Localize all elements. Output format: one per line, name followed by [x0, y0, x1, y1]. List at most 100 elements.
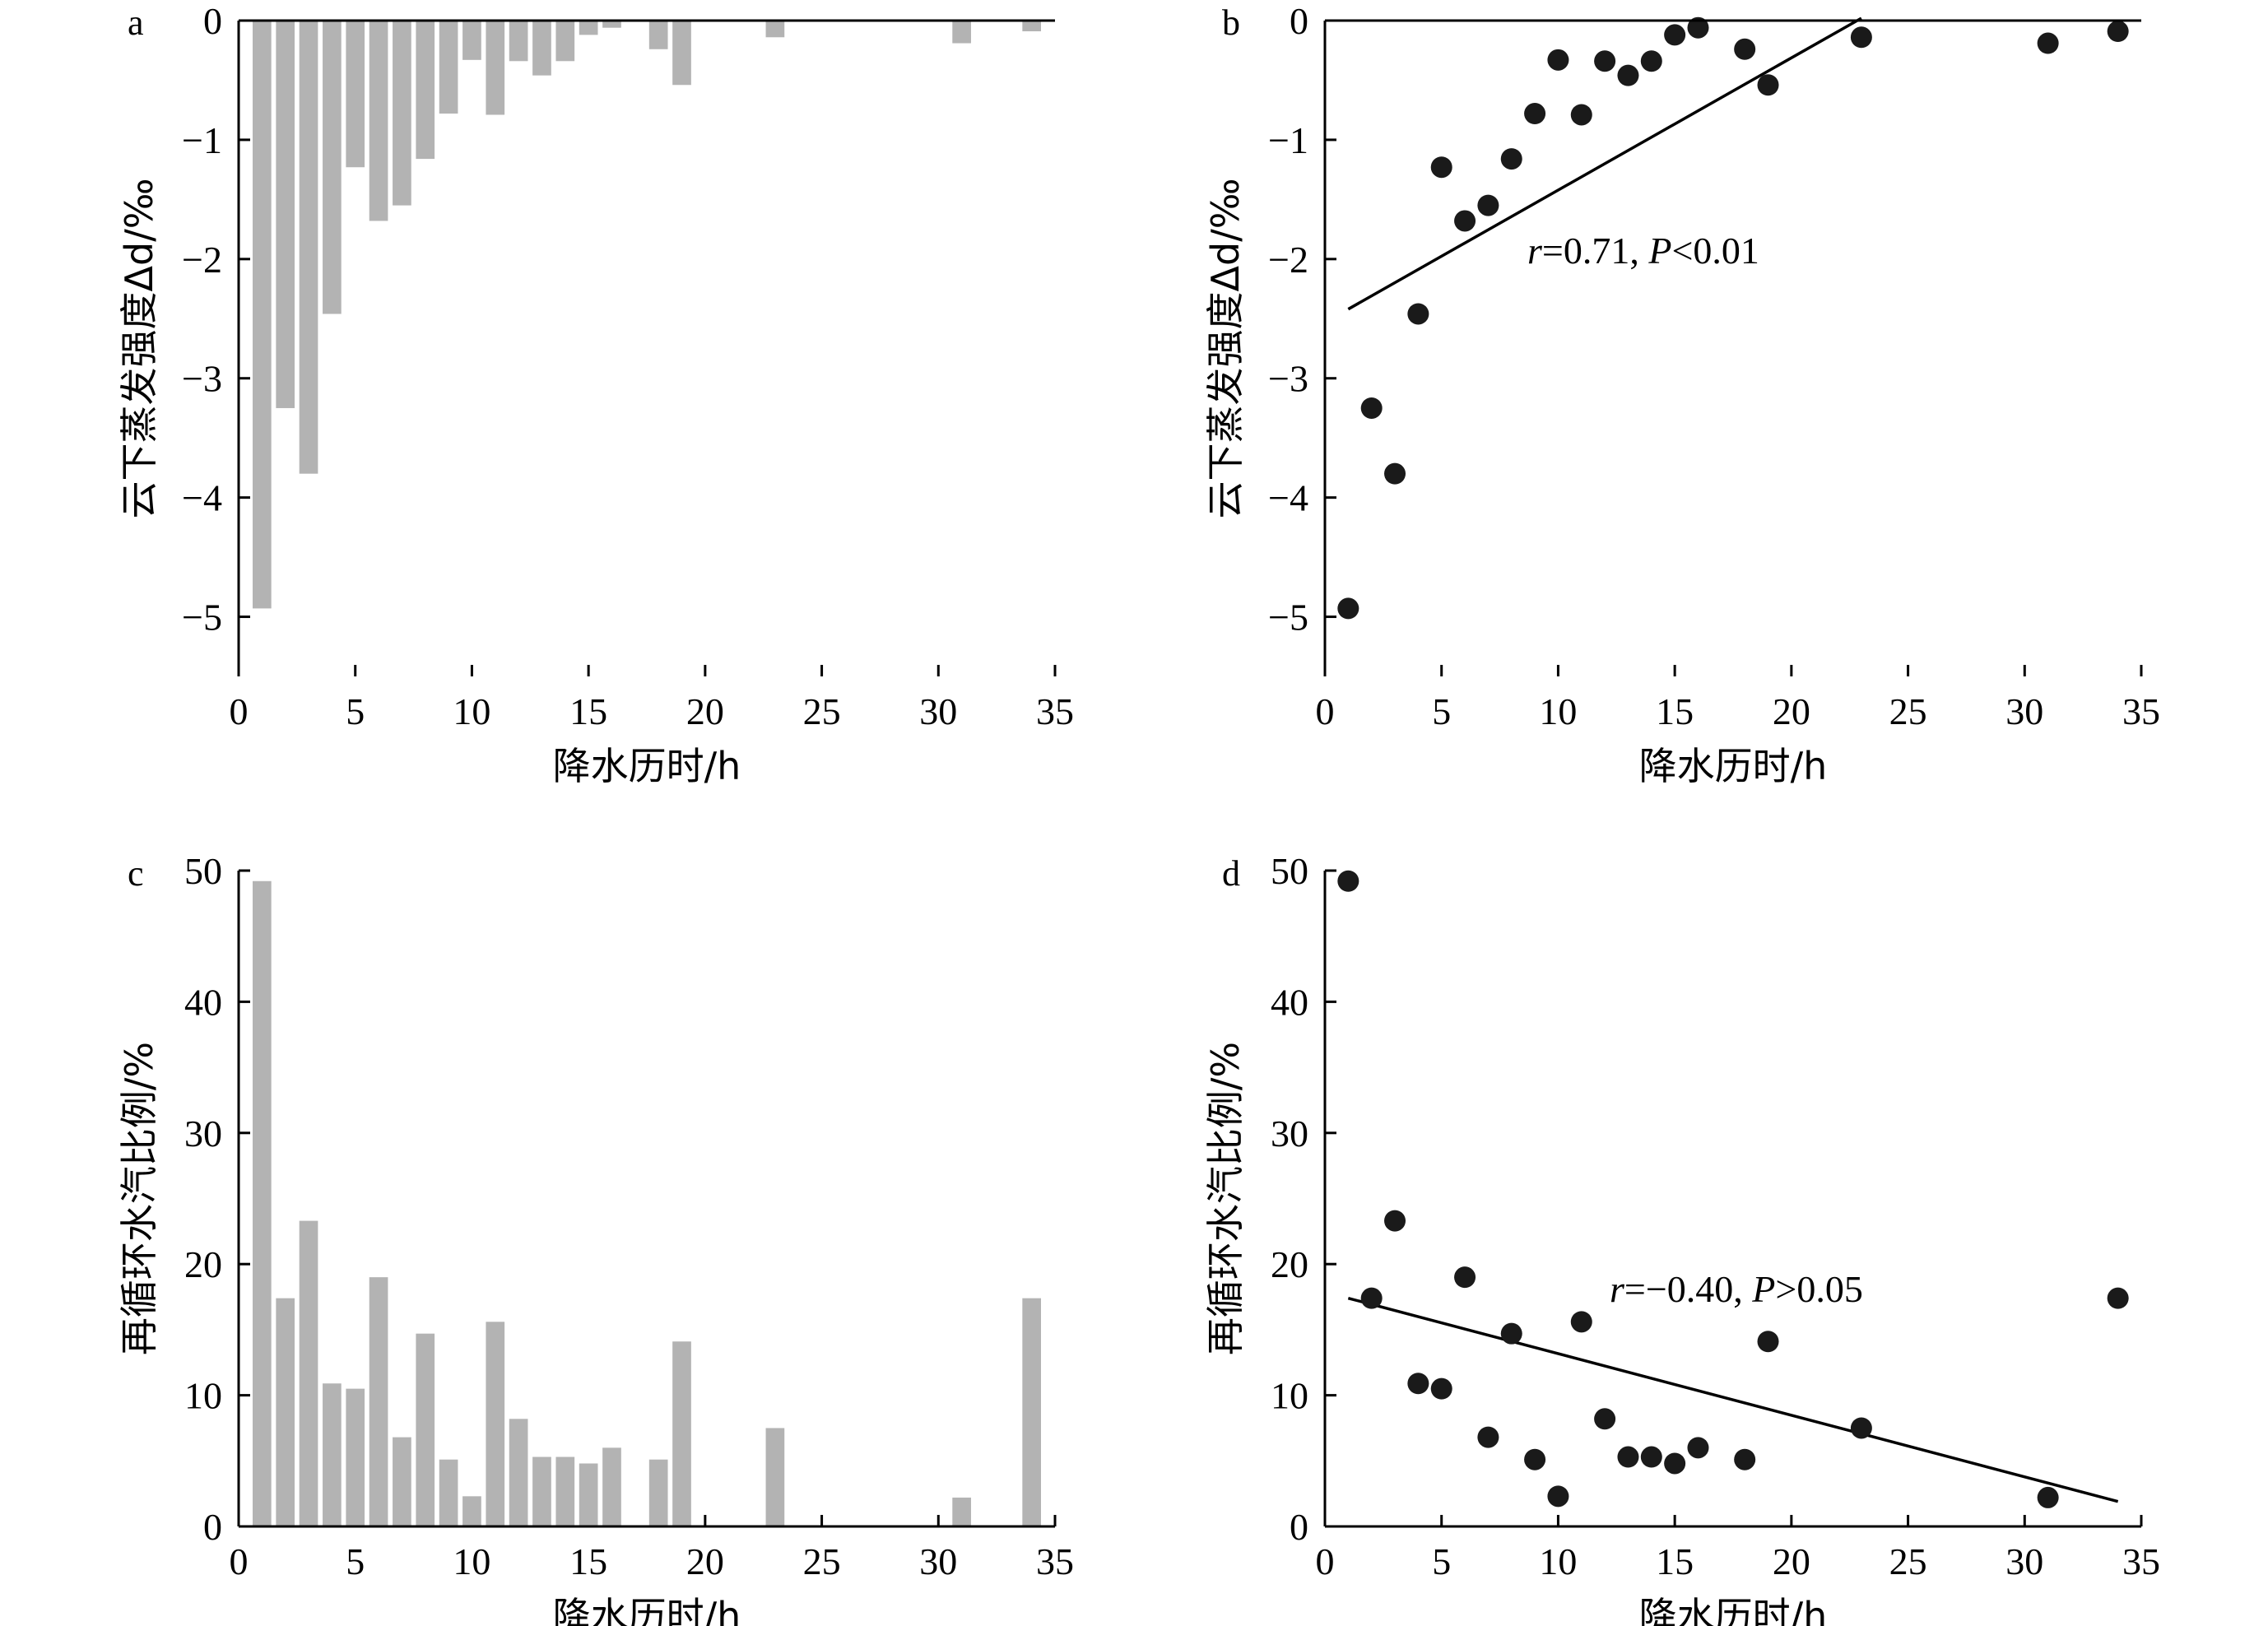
panel-d-data-point [1687, 1437, 1709, 1459]
panel-d-data-point [2037, 1486, 2059, 1508]
panel-d-data-point [1850, 1417, 1872, 1439]
panel-d-data-point [1594, 1408, 1616, 1430]
panel-a-bar [462, 21, 481, 60]
panel-c-bar [439, 1459, 458, 1526]
panel-d-y-tick-label: 50 [1271, 850, 1308, 892]
panel-a-bar [672, 21, 691, 86]
panel-d-data-point [1407, 1373, 1429, 1395]
panel-a-x-tick-label: 25 [803, 690, 841, 732]
panel-a-bar [602, 21, 621, 28]
panel-a-bar [555, 21, 575, 62]
panel-a-y-tick-label: −3 [182, 358, 222, 400]
panel-d-x-axis-title: 降水历时/h [1639, 1594, 1828, 1626]
panel-b-data-point [1384, 462, 1406, 485]
panel-d-data-point [1617, 1446, 1639, 1468]
panel-c-bar [765, 1428, 785, 1526]
panel-a-x-tick-label: 5 [346, 690, 365, 732]
panel-c-x-tick-label: 10 [453, 1540, 490, 1582]
panel-d-data-point [1360, 1287, 1383, 1309]
panel-d-y-tick-label: 30 [1271, 1113, 1308, 1154]
panel-c-bar [462, 1496, 481, 1526]
panel-a-bar [648, 21, 668, 49]
panel-a-y-axis-title: 云下蒸发强度Δd/‰ [117, 179, 161, 519]
panel-c-bar [369, 1277, 388, 1526]
panel-c-x-tick-label: 35 [1036, 1540, 1074, 1582]
panel-b-data-point [1547, 49, 1569, 71]
panel-b-annotation-p: P [1648, 230, 1671, 272]
panel-b-data-point [1524, 103, 1546, 125]
panel-d-data-point [1384, 1210, 1406, 1232]
panel-b-y-tick-label: 0 [1290, 0, 1308, 42]
panel-c-y-tick-label: 10 [184, 1375, 222, 1417]
panel-b-x-axis-title: 降水历时/h [1639, 744, 1828, 788]
panel-a-bar [369, 21, 388, 221]
panel-b-data-point [1360, 397, 1383, 419]
panel-a-x-tick-label: 35 [1036, 690, 1074, 732]
panel-d-fit-line [1347, 1296, 2119, 1503]
panel-a-bar [952, 21, 971, 44]
panel-d-data-point [1454, 1266, 1476, 1289]
panel-c-bar [323, 1383, 342, 1526]
panel-a-bar [579, 21, 598, 35]
panel-a-y-tick-label: −2 [182, 239, 222, 281]
panel-b-data-point [2107, 21, 2129, 43]
panel-d-data-point [1337, 870, 1359, 892]
panel-b-data-point [1617, 64, 1639, 86]
panel-b-y-tick-label: −2 [1268, 239, 1308, 281]
panel-d-x-tick-label: 20 [1773, 1540, 1810, 1582]
panel-c-y-axis-title: 再循环水汽比例/% [117, 1042, 161, 1355]
panel-c-x-tick-label: 20 [686, 1540, 724, 1582]
panel-d-correlation-annotation: r=−0.40, P>0.05 [1610, 1268, 1863, 1310]
panel-c-y-tick-label: 40 [184, 981, 222, 1023]
panel-d-annotation-threshold: >0.05 [1775, 1268, 1862, 1310]
panel-a-letter: a [128, 2, 144, 43]
panel-a-x-axis-title: 降水历时/h [553, 744, 741, 788]
panel-b-x-tick-label: 0 [1316, 690, 1335, 732]
panel-c-x-tick-label: 25 [803, 1540, 841, 1582]
panel-c-y-tick-label: 0 [203, 1506, 222, 1548]
panel-d-data-point [1500, 1322, 1522, 1345]
panel-a-bar [416, 21, 435, 160]
panel-d-x-tick-label: 30 [2005, 1540, 2043, 1582]
panel-b-y-tick-label: −3 [1268, 358, 1308, 400]
panel-c-bar [579, 1463, 598, 1526]
panel-c-y-tick-label: 50 [184, 850, 222, 892]
panel-c-x-tick-label: 0 [230, 1540, 249, 1582]
panel-b-x-tick-label: 20 [1773, 690, 1810, 732]
panel-a-bar [253, 21, 272, 609]
panel-b-scatter-chart: b 0 5 10 15 20 25 30 35 0 −1 −2 −3 −4 −5 降水历时/h 云下蒸发强… [1203, 0, 2160, 788]
panel-c-bar [648, 1459, 668, 1526]
panel-d-data-point [1640, 1446, 1662, 1468]
panel-b-data-point [1640, 50, 1662, 72]
panel-c-bar [276, 1298, 295, 1526]
panel-b-x-tick-label: 30 [2005, 690, 2043, 732]
panel-d-scatter-chart: d 0 5 10 15 20 25 30 35 0 10 20 30 40 50 降水历时/h 再循环水汽… [1203, 850, 2160, 1626]
panel-d-y-tick-label: 10 [1271, 1375, 1308, 1417]
panel-b-x-tick-label: 10 [1539, 690, 1577, 732]
panel-b-annotation-value: =0.71, [1542, 230, 1648, 272]
panel-d-data-point [2107, 1287, 2129, 1309]
panel-c-bar-chart: c 0 5 10 15 20 25 30 35 0 10 20 30 40 50 降水历时/h 再循环水汽… [117, 850, 1074, 1626]
panel-d-x-tick-label: 25 [1889, 1540, 1927, 1582]
panel-a-bar [1022, 21, 1041, 32]
panel-b-data-point [1570, 104, 1592, 126]
panel-a-bar [509, 21, 528, 62]
panel-b-data-point [1757, 74, 1779, 96]
panel-a-bar [299, 21, 318, 474]
panel-b-data-point [1407, 303, 1429, 325]
panel-a-y-tick-label: −4 [182, 477, 222, 519]
panel-c-x-tick-label: 30 [919, 1540, 957, 1582]
panel-b-y-tick-label: −1 [1268, 119, 1308, 161]
panel-b-data-point [2037, 32, 2059, 54]
panel-b-x-tick-label: 5 [1432, 690, 1451, 732]
panel-c-bar [393, 1437, 411, 1526]
panel-b-y-axis-title: 云下蒸发强度Δd/‰ [1203, 179, 1248, 519]
panel-d-y-tick-label: 20 [1271, 1243, 1308, 1285]
panel-a-bar [439, 21, 458, 114]
panel-c-y-tick-label: 20 [184, 1243, 222, 1285]
panel-d-data-point [1547, 1485, 1569, 1508]
panel-b-x-tick-label: 35 [2122, 690, 2160, 732]
panel-a-y-tick-label: −1 [182, 119, 222, 161]
panel-c-bar [532, 1456, 551, 1526]
